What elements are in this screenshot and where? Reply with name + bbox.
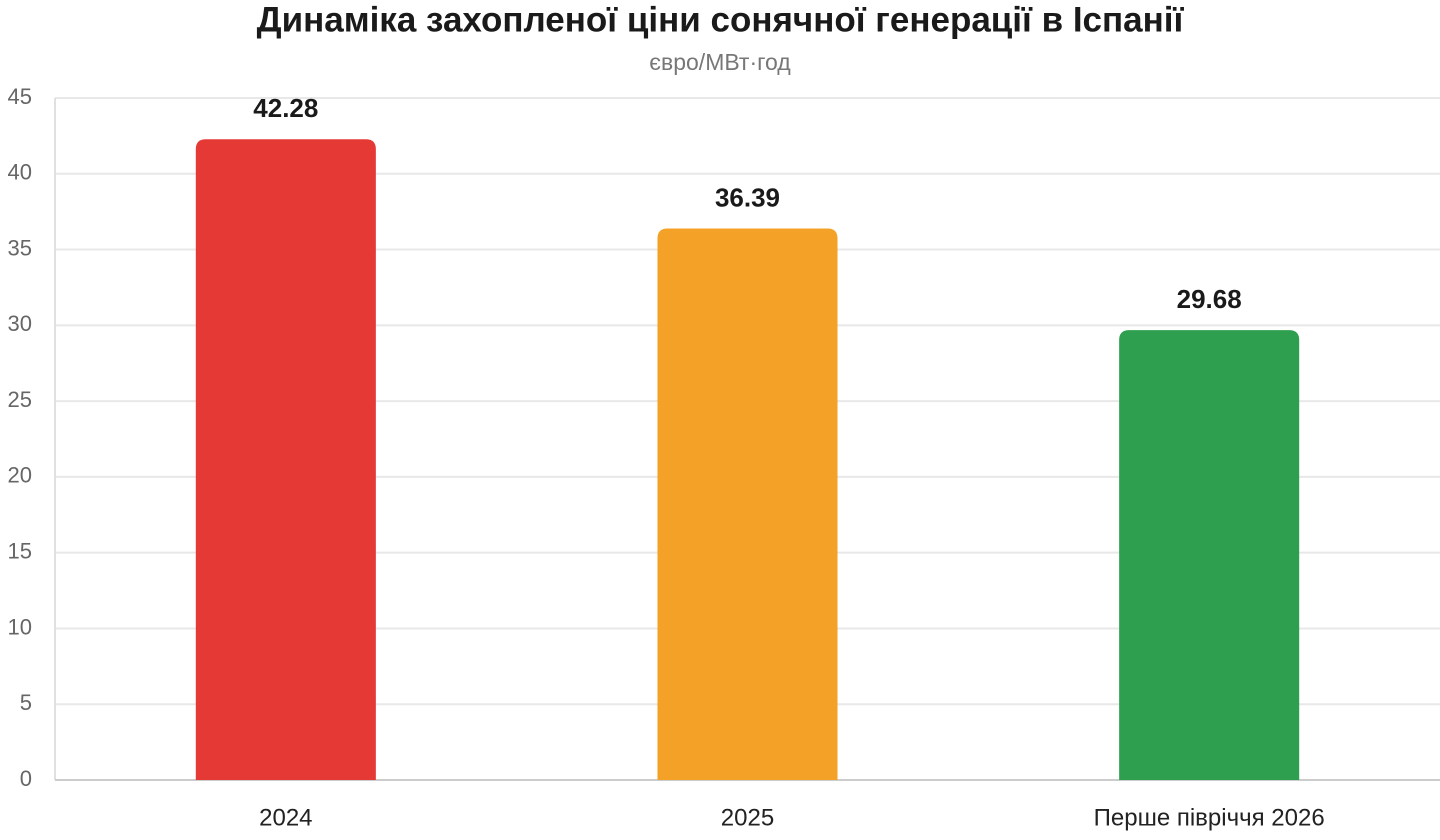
bar <box>195 139 376 780</box>
y-tick-label: 0 <box>20 766 32 791</box>
x-tick-label: 2024 <box>259 804 312 831</box>
value-label: 29.68 <box>1177 284 1242 314</box>
y-tick-label: 10 <box>8 614 32 639</box>
x-tick-label: Перше півріччя 2026 <box>1094 804 1325 831</box>
y-tick-label: 5 <box>20 690 32 715</box>
bar <box>657 228 838 781</box>
y-tick-label: 20 <box>8 463 32 488</box>
value-label: 36.39 <box>715 182 780 212</box>
y-tick-label: 30 <box>8 311 32 336</box>
y-tick-label: 25 <box>8 387 32 412</box>
bar <box>1119 330 1300 780</box>
y-tick-label: 15 <box>8 538 32 563</box>
value-label: 42.28 <box>253 93 318 123</box>
chart-title: Динаміка захопленої ціни сонячної генера… <box>257 0 1185 39</box>
y-tick-label: 40 <box>8 160 32 185</box>
x-tick-label: 2025 <box>721 804 774 831</box>
y-tick-label: 45 <box>8 84 32 109</box>
chart-subtitle: євро/МВт·год <box>649 49 791 75</box>
y-tick-label: 35 <box>8 235 32 260</box>
